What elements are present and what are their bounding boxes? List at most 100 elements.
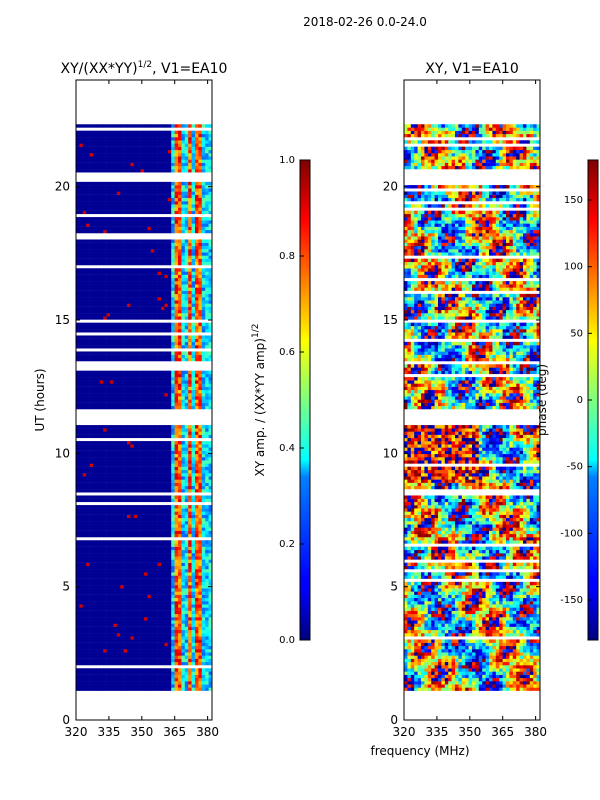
heatmap-cell	[86, 399, 90, 403]
heatmap-cell	[130, 684, 135, 688]
heatmap-cell	[96, 313, 101, 317]
heatmap-cell	[110, 453, 114, 458]
heatmap-cell	[161, 549, 165, 554]
heatmap-cell	[86, 322, 90, 327]
heatmap-cell	[201, 258, 206, 263]
heatmap-cell	[140, 610, 145, 615]
heatmap-cell	[123, 674, 128, 679]
heatmap-cell	[144, 469, 148, 474]
heatmap-cell	[103, 274, 107, 279]
heatmap-cell	[205, 428, 209, 432]
heatmap-cell	[150, 261, 155, 266]
heatmap-cell	[93, 460, 97, 464]
heatmap-cell	[150, 658, 155, 663]
heatmap-cell	[150, 434, 155, 439]
heatmap-cell	[116, 239, 121, 243]
heatmap-cell	[140, 681, 145, 685]
heatmap-cell	[96, 402, 101, 407]
heatmap-cell	[93, 540, 97, 544]
heatmap-cell	[201, 572, 206, 576]
heatmap-cell	[82, 607, 87, 611]
heatmap-cell	[205, 351, 209, 355]
heatmap-cell	[188, 543, 192, 547]
heatmap-cell	[201, 655, 206, 659]
heatmap-cell	[113, 642, 118, 647]
heatmap-cell	[174, 268, 179, 272]
heatmap-cell	[174, 661, 179, 666]
heatmap-cell	[178, 620, 182, 624]
heatmap-cell	[89, 642, 94, 647]
heatmap-cell	[140, 607, 145, 611]
heatmap-cell	[198, 508, 203, 512]
heatmap-cell	[120, 351, 124, 355]
heatmap-cell	[110, 431, 114, 435]
heatmap-cell	[154, 351, 158, 355]
heatmap-cell	[106, 607, 111, 611]
heatmap-cell	[154, 466, 158, 471]
heatmap-cell	[137, 252, 141, 256]
heatmap-cell	[191, 645, 196, 650]
heatmap-cell	[178, 511, 182, 515]
heatmap-cell	[99, 530, 104, 535]
heatmap-cell	[144, 575, 148, 579]
heatmap-cell	[174, 277, 179, 282]
heatmap-cell	[96, 594, 101, 599]
heatmap-cell	[181, 658, 186, 663]
heatmap-cell	[164, 277, 169, 282]
heatmap-cell	[140, 572, 145, 576]
heatmap-cell	[147, 668, 152, 672]
heatmap-cell	[167, 466, 172, 471]
heatmap-cell	[154, 607, 158, 611]
heatmap-cell	[174, 466, 179, 471]
heatmap-cell	[96, 607, 101, 611]
heatmap-cell	[76, 271, 80, 275]
heatmap-cell	[147, 370, 152, 375]
heatmap-cell	[89, 677, 94, 682]
heatmap-cell	[167, 601, 172, 605]
heatmap-cell	[127, 562, 131, 567]
heatmap-cell	[140, 335, 145, 339]
heatmap-cell	[76, 527, 80, 531]
heatmap-cell	[191, 498, 196, 503]
heatmap-cell	[130, 569, 135, 573]
heatmap-cell	[174, 242, 179, 247]
heatmap-cell	[106, 271, 111, 275]
heatmap-cell	[106, 393, 111, 397]
heatmap-cell	[150, 329, 155, 333]
heatmap-cell	[178, 370, 182, 375]
heatmap-cell	[208, 588, 212, 592]
heatmap-cell	[99, 658, 104, 663]
heatmap-cell	[188, 460, 192, 464]
heatmap-cell	[116, 559, 121, 563]
heatmap-cell	[205, 476, 209, 480]
heatmap-cell	[120, 377, 124, 381]
heatmap-cell	[161, 658, 165, 663]
heatmap-cell	[178, 325, 182, 330]
heatmap-cell	[161, 341, 165, 346]
heatmap-cell	[181, 300, 186, 304]
heatmap-cell	[120, 527, 124, 531]
heatmap-cell	[79, 549, 84, 554]
heatmap-cell	[103, 242, 107, 247]
heatmap-cell	[150, 642, 155, 647]
heatmap-cell	[113, 274, 118, 279]
heatmap-cell	[171, 290, 175, 295]
heatmap-cell	[116, 591, 121, 595]
heatmap-cell	[86, 463, 90, 467]
heatmap-cell	[99, 377, 104, 381]
heatmap-cell	[106, 511, 111, 515]
heatmap-cell	[198, 617, 203, 621]
heatmap-cell	[96, 642, 101, 647]
heatmap-cell	[76, 508, 80, 512]
heatmap-cell	[123, 514, 128, 519]
heatmap-cell	[164, 511, 169, 515]
heatmap-cell	[188, 540, 192, 544]
heatmap-cell	[82, 469, 87, 474]
heatmap-cell	[127, 457, 131, 461]
heatmap-cell	[79, 245, 84, 250]
heatmap-cell	[144, 261, 148, 266]
heatmap-cell	[110, 594, 114, 599]
heatmap-cell	[154, 620, 158, 624]
heatmap-cell	[140, 524, 145, 528]
heatmap-cell	[144, 674, 148, 679]
